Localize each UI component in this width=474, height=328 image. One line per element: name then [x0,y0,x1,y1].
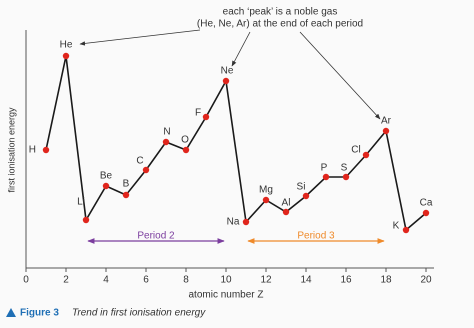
point [202,113,210,121]
point-label: F [195,108,201,119]
period-label: Period 3 [297,231,335,242]
point [182,146,190,154]
x-tick-label: 0 [23,275,29,286]
point [322,173,330,181]
point [42,146,50,154]
point-label: Al [282,198,291,209]
point-label: K [393,221,400,232]
point [342,173,350,181]
caption-icon [6,308,16,317]
caption-text: Trend in first ionisation energy [72,308,206,319]
x-tick-label: 18 [380,275,392,286]
point [302,192,310,200]
annotation-arrow [299,31,381,120]
annotation-arrow [231,31,251,67]
x-tick-label: 8 [183,275,189,286]
point-label: B [123,179,130,190]
point-label: Ca [420,198,433,209]
point-label: Na [227,217,240,228]
y-axis-label: first ionisation energy [6,107,16,193]
point [122,191,130,199]
point-label: O [181,135,189,146]
x-tick-label: 14 [300,275,312,286]
caption-label: Figure 3 [20,308,59,319]
point-label: Be [100,171,113,182]
point [282,208,290,216]
annotation: (He, Ne, Ar) at the end of each period [197,19,363,30]
point [242,218,250,226]
x-axis-label: atomic number Z [188,290,263,301]
line [45,55,427,232]
point [142,166,150,174]
x-tick-label: 6 [143,275,149,286]
x-tick-label: 2 [63,275,69,286]
point [102,182,110,190]
point-label: N [163,127,170,138]
x-tick-label: 4 [103,275,109,286]
x-tick-label: 12 [260,275,272,286]
point-label: Mg [259,185,273,196]
point-label: C [136,156,143,167]
point [262,196,270,204]
point-label: Cl [351,145,360,156]
point-label: H [29,145,36,156]
point [62,52,70,60]
point [162,138,170,146]
point [402,226,410,234]
point-label: S [341,163,348,174]
point [82,216,90,224]
point-label: He [60,40,73,51]
point-label: Li [77,197,85,208]
annotation-arrow [79,29,201,46]
point [222,77,230,85]
point-label: P [321,163,328,174]
point [362,151,370,159]
point-label: Ne [221,66,234,77]
period-label: Period 2 [137,231,175,242]
point-label: Si [297,182,306,193]
x-tick-label: 16 [340,275,352,286]
annotation: each ‘peak’ is a noble gas [223,7,338,18]
point [422,209,430,217]
x-tick-label: 20 [420,275,432,286]
point-label: Ar [381,116,392,127]
x-tick-label: 10 [220,275,232,286]
point [382,127,390,135]
